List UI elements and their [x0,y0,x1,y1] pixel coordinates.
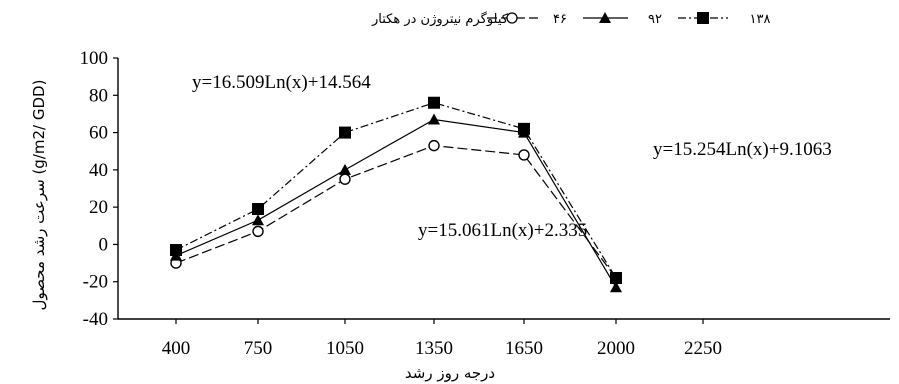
x-tick-label: 400 [162,338,191,359]
data-point [252,225,264,238]
legend-marker-92 [599,12,611,23]
data-point [339,173,351,185]
x-tick-label: 2000 [597,338,635,359]
legend-caption: کیلوگرم نیتروژن در هکتار [371,11,509,27]
data-point [252,214,264,226]
y-tick-label: -20 [83,272,108,293]
data-point [428,113,440,125]
data-point [170,244,182,257]
y-tick-label: 60 [89,123,108,144]
series-line [175,145,617,279]
x-tick-label: 2250 [684,338,722,359]
equation-138: y=16.509Ln(x)+14.564 [192,72,371,93]
y-ticks: -40 -20 0 20 40 60 80 100 [80,48,118,330]
series-line [175,102,617,279]
y-axis-label: سرعت رشد محصول (g/m2/ GDD) [30,80,48,311]
legend-marker-46 [506,12,518,24]
series-line [175,118,617,288]
x-tick-label: 1050 [326,338,364,359]
data-point [252,203,264,216]
legend-label-138: ۱۳۸ [750,12,771,27]
legend-marker-138 [697,12,709,24]
data-point [339,163,351,175]
x-tick-label: 1650 [505,338,543,359]
data-point [428,96,440,109]
data-point [610,281,622,293]
x-axis-label: درجه روز رشد [405,364,495,382]
data-point [339,126,351,139]
series-lines [175,102,617,288]
legend-label-92: ۹۲ [648,12,662,27]
y-tick-label: 40 [89,160,108,181]
data-point [428,139,440,152]
y-tick-label: 20 [89,197,108,218]
data-point [518,122,530,135]
x-tick-label: 750 [244,338,273,359]
data-point [518,149,530,161]
legend: کیلوگرم نیتروژن در هکتار ۴۶ ۹۲ ۱۳۸ [371,11,770,27]
equation-46: y=15.061Ln(x)+2.335 [418,220,587,241]
axes [117,58,890,320]
y-tick-label: -40 [83,309,108,330]
y-tick-label: 80 [89,85,108,106]
y-tick-label: 0 [99,234,109,255]
y-tick-label: 100 [80,48,109,69]
equation-92: y=15.254Ln(x)+9.1063 [653,139,832,160]
data-point [610,271,622,284]
legend-label-46: ۴۶ [553,12,567,27]
x-tick-label: 1350 [415,338,453,359]
series-markers [170,96,622,293]
x-ticks: 400 750 1050 1350 1650 2000 2250 [162,319,722,359]
